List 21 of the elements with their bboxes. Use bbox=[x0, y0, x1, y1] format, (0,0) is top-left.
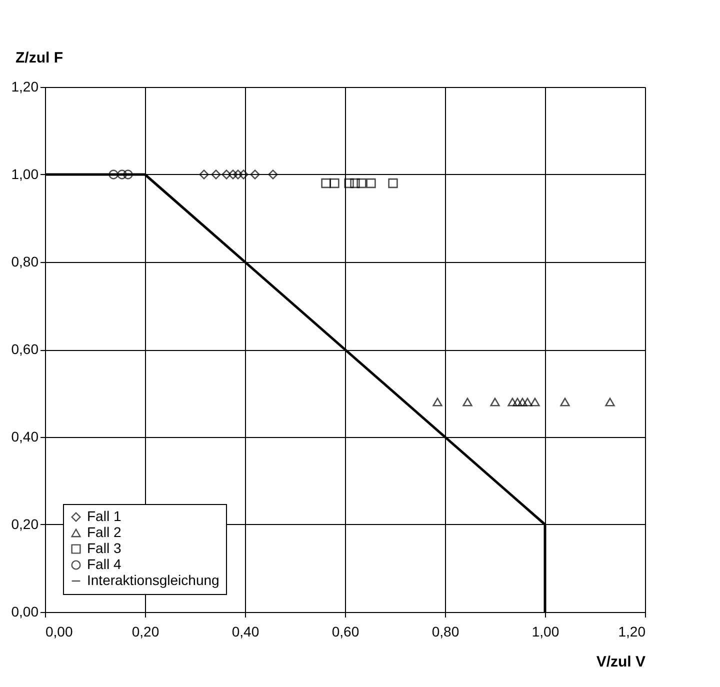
y-axis-title: Z/zul F bbox=[16, 50, 63, 66]
legend-label: Fall 1 bbox=[87, 508, 122, 524]
legend-label: Interaktionsgleichung bbox=[87, 572, 220, 588]
legend-label: Fall 2 bbox=[87, 524, 122, 540]
x-tick-label: 0,00 bbox=[46, 624, 73, 640]
x-tick-label: 0,40 bbox=[232, 624, 260, 640]
y-tick-label: 1,00 bbox=[11, 166, 39, 182]
x-tick-label: 0,60 bbox=[332, 624, 360, 640]
legend-label: Fall 3 bbox=[87, 540, 122, 556]
x-tick-label: 1,00 bbox=[532, 624, 560, 640]
y-tick-label: 0,00 bbox=[11, 604, 39, 620]
x-tick-label: 1,20 bbox=[618, 624, 646, 640]
y-tick-label: 0,40 bbox=[11, 428, 39, 444]
y-tick-label: 1,20 bbox=[11, 78, 39, 94]
x-tick-label: 0,80 bbox=[432, 624, 460, 640]
y-tick-label: 0,20 bbox=[11, 516, 39, 532]
x-tick-label: 0,20 bbox=[132, 624, 160, 640]
x-axis-title: V/zul V bbox=[596, 654, 646, 670]
y-tick-label: 0,60 bbox=[11, 341, 39, 357]
legend-label: Fall 4 bbox=[87, 556, 122, 572]
y-tick-label: 0,80 bbox=[11, 254, 39, 270]
